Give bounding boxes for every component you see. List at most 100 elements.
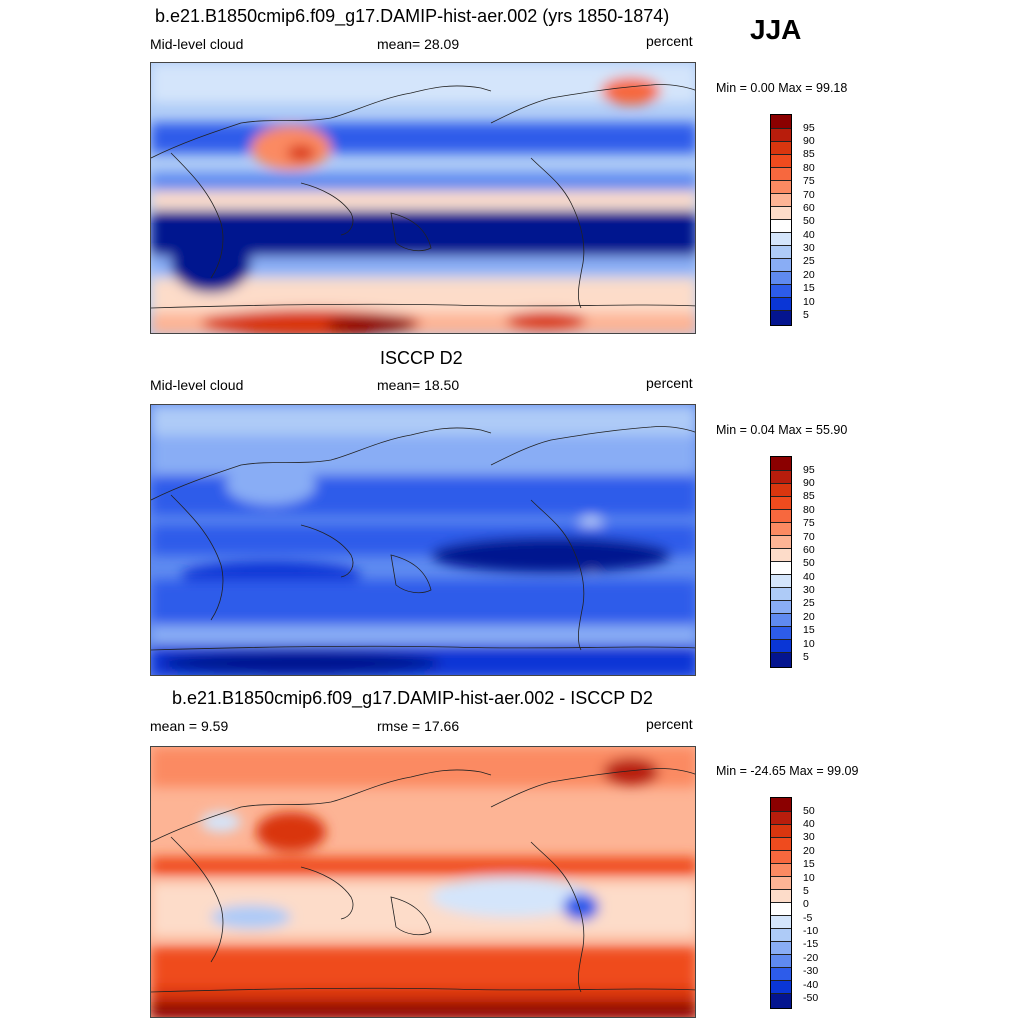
colorbar-seg [771, 614, 791, 627]
colorbar-tick-label: 95 [803, 122, 815, 134]
panel3-minmax-label: Min = -24.65 Max = 99.09 [716, 764, 859, 778]
colorbar-seg [771, 877, 791, 890]
colorbar-seg [771, 259, 791, 272]
panel2-map [150, 404, 696, 676]
colorbar-seg [771, 457, 791, 471]
colorbar-seg [771, 955, 791, 968]
colorbar-seg [771, 549, 791, 562]
colorbar-tick-label: 85 [803, 490, 815, 502]
colorbar-tick-label: 20 [803, 845, 815, 857]
colorbar-tick-label: 90 [803, 477, 815, 489]
panel1-variable-label: Mid-level cloud [150, 36, 244, 52]
colorbar-seg [771, 812, 791, 825]
panel1-minmax-label: Min = 0.00 Max = 99.18 [716, 81, 848, 95]
panel3-units-label: percent [646, 716, 693, 732]
panel1-map [150, 62, 696, 334]
colorbar-tick-label: 40 [803, 229, 815, 241]
colorbar-seg [771, 588, 791, 601]
colorbar-tick-label: -50 [803, 992, 819, 1004]
panel1-mean-label: mean= 28.09 [377, 36, 460, 52]
colorbar-tick-label: 80 [803, 162, 815, 174]
panel1-colorbar [770, 114, 792, 326]
colorbar-tick-label: 15 [803, 624, 815, 636]
panel3-title: b.e21.B1850cmip6.f09_g17.DAMIP-hist-aer.… [172, 688, 653, 708]
season-label: JJA [750, 14, 802, 45]
colorbar-tick-label: 90 [803, 135, 815, 147]
colorbar-seg [771, 942, 791, 955]
colorbar-tick-label: 40 [803, 571, 815, 583]
colorbar-seg [771, 968, 791, 981]
colorbar-tick-label: 60 [803, 202, 815, 214]
colorbar-tick-label: 10 [803, 872, 815, 884]
panel3-colorbar [770, 797, 792, 1009]
colorbar-tick-label: 50 [803, 805, 815, 817]
colorbar-tick-label: 5 [803, 885, 809, 897]
colorbar-tick-label: 75 [803, 175, 815, 187]
panel2-colorbar [770, 456, 792, 668]
colorbar-tick-label: 30 [803, 831, 815, 843]
colorbar-tick-label: 0 [803, 898, 809, 910]
colorbar-tick-label: -40 [803, 979, 819, 991]
colorbar-seg [771, 653, 791, 667]
colorbar-tick-label: 70 [803, 189, 815, 201]
colorbar-seg [771, 994, 791, 1008]
colorbar-seg [771, 298, 791, 311]
colorbar-seg [771, 838, 791, 851]
colorbar-seg [771, 285, 791, 298]
colorbar-tick-label: -15 [803, 938, 819, 950]
colorbar-seg [771, 601, 791, 614]
colorbar-seg [771, 798, 791, 812]
colorbar-tick-label: 85 [803, 148, 815, 160]
colorbar-seg [771, 272, 791, 285]
colorbar-tick-label: 5 [803, 651, 809, 663]
colorbar-seg [771, 497, 791, 510]
colorbar-seg [771, 233, 791, 246]
panel2-title: ISCCP D2 [380, 348, 463, 368]
colorbar-seg [771, 471, 791, 484]
colorbar-tick-label: 80 [803, 504, 815, 516]
colorbar-tick-label: 40 [803, 818, 815, 830]
colorbar-seg [771, 142, 791, 155]
colorbar-tick-label: 30 [803, 242, 815, 254]
colorbar-seg [771, 129, 791, 142]
colorbar-tick-label: 15 [803, 282, 815, 294]
colorbar-tick-label: 20 [803, 269, 815, 281]
colorbar-seg [771, 311, 791, 325]
colorbar-tick-label: 5 [803, 309, 809, 321]
colorbar-seg [771, 562, 791, 575]
colorbar-tick-label: 50 [803, 215, 815, 227]
colorbar-tick-label: 20 [803, 611, 815, 623]
colorbar-seg [771, 115, 791, 129]
colorbar-tick-label: 15 [803, 858, 815, 870]
colorbar-seg [771, 207, 791, 220]
colorbar-seg [771, 168, 791, 181]
colorbar-seg [771, 916, 791, 929]
colorbar-tick-label: 60 [803, 544, 815, 556]
panel3-map [150, 746, 696, 1018]
colorbar-tick-label: -20 [803, 952, 819, 964]
colorbar-seg [771, 627, 791, 640]
colorbar-seg [771, 903, 791, 916]
colorbar-seg [771, 484, 791, 497]
colorbar-seg [771, 890, 791, 903]
colorbar-tick-label: -10 [803, 925, 819, 937]
colorbar-seg [771, 981, 791, 994]
colorbar-seg [771, 864, 791, 877]
colorbar-tick-label: -5 [803, 912, 813, 924]
colorbar-seg [771, 246, 791, 259]
panel1-title: b.e21.B1850cmip6.f09_g17.DAMIP-hist-aer.… [155, 6, 670, 26]
colorbar-seg [771, 640, 791, 653]
panel3-mean-label: mean = 9.59 [150, 718, 229, 734]
panel2-units-label: percent [646, 375, 693, 391]
colorbar-tick-label: -30 [803, 965, 819, 977]
colorbar-seg [771, 155, 791, 168]
panel3-rmse-label: rmse = 17.66 [377, 718, 460, 734]
colorbar-tick-label: 10 [803, 296, 815, 308]
panel2-mean-label: mean= 18.50 [377, 377, 460, 393]
colorbar-seg [771, 825, 791, 838]
colorbar-tick-label: 30 [803, 584, 815, 596]
colorbar-seg [771, 851, 791, 864]
colorbar-tick-label: 70 [803, 531, 815, 543]
colorbar-seg [771, 523, 791, 536]
colorbar-tick-label: 25 [803, 255, 815, 267]
